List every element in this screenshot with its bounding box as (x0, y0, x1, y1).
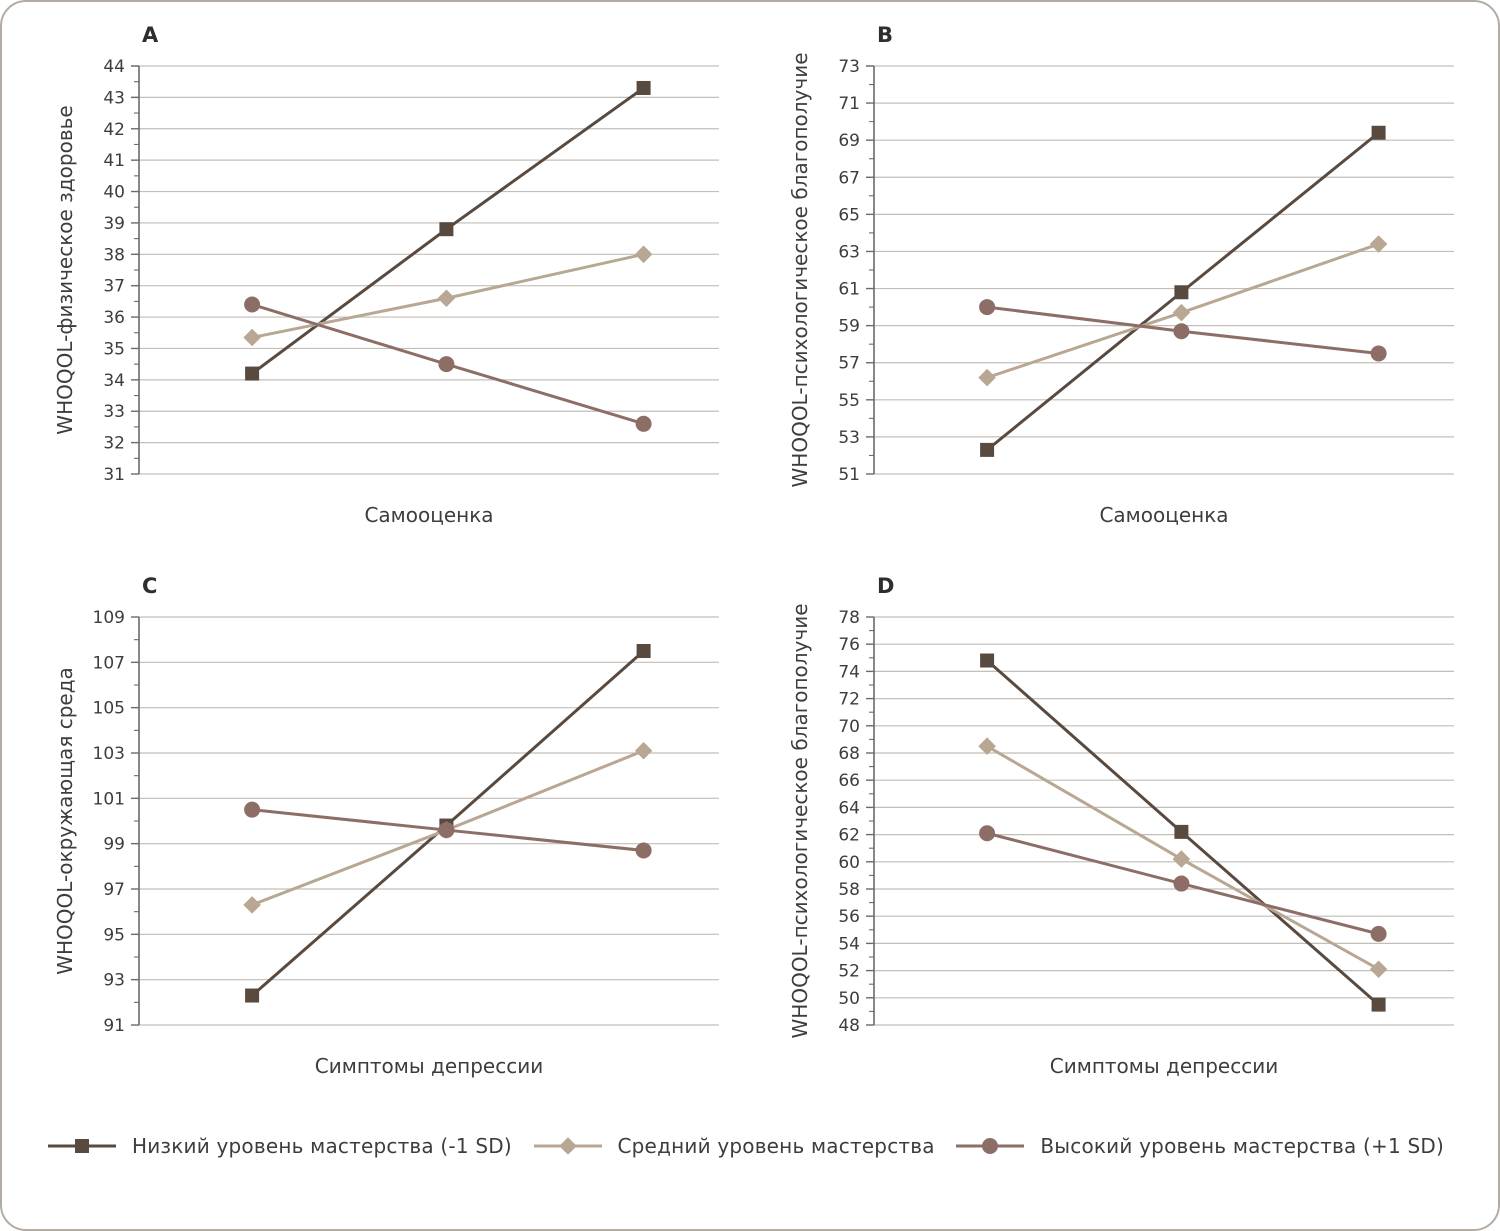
svg-text:B: B (877, 23, 893, 47)
svg-text:WHOQOL-окружающая среда: WHOQOL-окружающая среда (53, 667, 77, 975)
svg-text:C: C (142, 574, 157, 598)
svg-text:70: 70 (838, 717, 860, 737)
circle-marker-icon (956, 1138, 1025, 1154)
svg-text:68: 68 (838, 744, 860, 764)
svg-text:71: 71 (838, 94, 860, 114)
svg-text:76: 76 (838, 635, 860, 655)
svg-text:Симптомы депрессии: Симптомы депрессии (1049, 1054, 1277, 1078)
legend-item-mid: Средний уровень мастерства (532, 1132, 935, 1160)
svg-text:51: 51 (838, 465, 860, 485)
svg-text:62: 62 (838, 826, 860, 846)
svg-text:109: 109 (92, 608, 124, 628)
legend-label-mid: Средний уровень мастерства (617, 1134, 935, 1158)
svg-text:73: 73 (838, 57, 860, 77)
svg-text:33: 33 (103, 402, 125, 422)
panel-d-chart: 48 50 52 54 56 58 60 62 64 66 68 70 72 74 76 78 D Симптом… (788, 574, 1454, 1078)
svg-text:64: 64 (838, 798, 860, 818)
svg-text:63: 63 (838, 242, 860, 262)
svg-text:95: 95 (103, 925, 125, 945)
svg-text:50: 50 (838, 989, 860, 1009)
svg-text:65: 65 (838, 205, 860, 225)
svg-text:53: 53 (838, 428, 860, 448)
svg-text:Самооценка: Самооценка (1099, 503, 1228, 527)
svg-text:103: 103 (92, 744, 124, 764)
svg-text:40: 40 (103, 183, 125, 203)
svg-text:55: 55 (838, 391, 860, 411)
chart-grid: 31 32 33 34 35 36 37 38 39 40 41 42 43 44 A Самооценка W… (16, 14, 1484, 1110)
svg-text:32: 32 (103, 434, 125, 454)
svg-text:101: 101 (92, 789, 124, 809)
svg-text:48: 48 (838, 1016, 860, 1036)
legend-item-low: Низкий уровень мастерства (-1 SD) (46, 1132, 512, 1160)
svg-text:69: 69 (838, 131, 860, 151)
svg-text:43: 43 (103, 88, 125, 108)
svg-text:105: 105 (92, 699, 124, 719)
svg-text:61: 61 (838, 280, 860, 300)
svg-text:42: 42 (103, 120, 125, 140)
panel-a: 31 32 33 34 35 36 37 38 39 40 41 42 43 44 A Самооценка W… (16, 14, 751, 559)
svg-text:39: 39 (103, 214, 125, 234)
svg-text:WHOQOL-физическое здоровье: WHOQOL-физическое здоровье (53, 105, 77, 434)
legend-label-low: Низкий уровень мастерства (-1 SD) (132, 1134, 512, 1158)
svg-text:72: 72 (838, 690, 860, 710)
svg-text:57: 57 (838, 354, 860, 374)
panel-c-chart: 91 93 95 97 99 101 103 105 107 109 C Симптомы депре… (53, 574, 719, 1078)
svg-text:56: 56 (838, 907, 860, 927)
panel-d: 48 50 52 54 56 58 60 62 64 66 68 70 72 74 76 78 D Симптом… (751, 565, 1486, 1110)
svg-text:78: 78 (838, 608, 860, 628)
svg-text:37: 37 (103, 277, 125, 297)
svg-text:54: 54 (838, 934, 860, 954)
svg-text:66: 66 (838, 771, 860, 791)
panel-b: 51 53 55 57 59 61 63 65 67 69 71 73 B Самооценка WHOQO… (751, 14, 1486, 559)
svg-text:93: 93 (103, 971, 125, 991)
svg-text:Симптомы депрессии: Симптомы депрессии (314, 1054, 542, 1078)
legend-item-high: Высокий уровень мастерства (+1 SD) (954, 1132, 1444, 1160)
panel-a-chart: 31 32 33 34 35 36 37 38 39 40 41 42 43 44 A Самооценка W… (53, 23, 719, 527)
svg-text:44: 44 (103, 57, 125, 77)
svg-text:59: 59 (838, 317, 860, 337)
legend-label-high: Высокий уровень мастерства (+1 SD) (1040, 1134, 1444, 1158)
svg-text:Самооценка: Самооценка (364, 503, 493, 527)
panel-b-chart: 51 53 55 57 59 61 63 65 67 69 71 73 B Самооценка WHOQO… (788, 23, 1454, 527)
svg-text:74: 74 (838, 662, 860, 682)
svg-text:41: 41 (103, 151, 125, 171)
svg-text:99: 99 (103, 835, 125, 855)
svg-text:A: A (142, 23, 159, 47)
svg-text:52: 52 (838, 962, 860, 982)
svg-text:60: 60 (838, 853, 860, 873)
svg-text:D: D (877, 574, 894, 598)
svg-text:35: 35 (103, 339, 125, 359)
svg-text:97: 97 (103, 880, 125, 900)
svg-text:31: 31 (103, 465, 125, 485)
svg-text:WHOQOL-психологическое благопо: WHOQOL-психологическое благополучие (788, 53, 812, 488)
legend: Низкий уровень мастерства (-1 SD) Средни… (16, 1110, 1484, 1160)
svg-text:36: 36 (103, 308, 125, 328)
svg-text:67: 67 (838, 168, 860, 188)
panel-c: 91 93 95 97 99 101 103 105 107 109 C Симптомы депре… (16, 565, 751, 1110)
svg-text:34: 34 (103, 371, 125, 391)
svg-text:WHOQOL-психологическое благопо: WHOQOL-психологическое благополучие (788, 604, 812, 1039)
square-marker-icon (48, 1139, 116, 1153)
svg-text:107: 107 (92, 653, 124, 673)
svg-text:38: 38 (103, 245, 125, 265)
svg-text:58: 58 (838, 880, 860, 900)
svg-text:91: 91 (103, 1016, 125, 1036)
diamond-marker-icon (533, 1137, 602, 1155)
